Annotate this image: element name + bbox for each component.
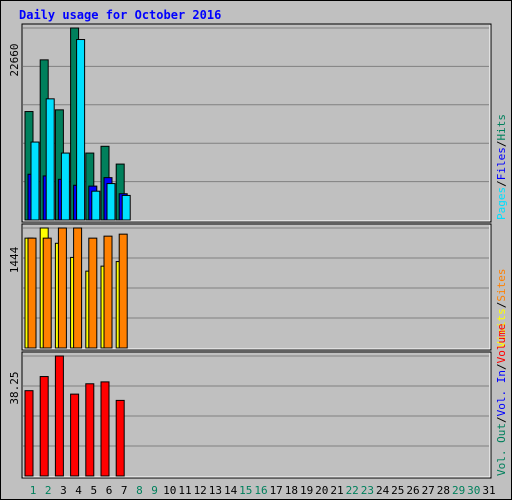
x-tick-label-day-12: 12 (194, 484, 207, 497)
legend-separator: / (495, 141, 508, 148)
x-tick-label-day-19: 19 (300, 484, 313, 497)
x-tick-label-day-27: 27 (422, 484, 435, 497)
bar-pages-day-6 (106, 183, 116, 221)
panel-frame (21, 23, 492, 223)
bar-sites-day-6 (103, 235, 113, 349)
x-tick-label-day-30: 30 (467, 484, 480, 497)
x-tick-label-day-1: 1 (30, 484, 37, 497)
x-tick-label-day-4: 4 (75, 484, 82, 497)
x-tick-label-day-8: 8 (136, 484, 143, 497)
bar-sites-day-3 (57, 227, 67, 349)
bar-volume-day-1 (24, 390, 34, 477)
x-tick-label-day-26: 26 (406, 484, 419, 497)
chart-title: Daily usage for October 2016 (19, 8, 221, 22)
legend-visits-sites: Visits/Sites (495, 269, 508, 349)
x-tick-label-day-13: 13 (209, 484, 222, 497)
legend-item-files: Files (495, 147, 508, 180)
x-tick-label-day-24: 24 (376, 484, 390, 497)
bar-pages-day-1 (30, 141, 40, 221)
x-tick-label-day-22: 22 (346, 484, 359, 497)
x-tick-label-day-15: 15 (239, 484, 252, 497)
bar-sites-day-1 (27, 237, 37, 349)
x-tick-label-day-25: 25 (391, 484, 404, 497)
x-tick-label-day-23: 23 (361, 484, 374, 497)
legend-item-hits: Hits (495, 114, 508, 141)
legend-volume: Vol. Out/Vol. In/Volume (495, 324, 508, 476)
x-tick-label-day-10: 10 (163, 484, 176, 497)
x-axis-labels: 1 2 3 4 5 6 7 8 9 10 11 12 13 14 15 16 17 18 19 20 21 22 23 24 2… (30, 484, 496, 497)
bar-sites-day-4 (73, 227, 83, 349)
bar-pages-day-2 (45, 98, 55, 221)
x-tick-label-day-2: 2 (45, 484, 52, 497)
legend-item-sites: Sites (495, 269, 508, 302)
x-tick-label-day-9: 9 (151, 484, 158, 497)
x-tick-label-day-21: 21 (330, 484, 343, 497)
panel-visits-sites: 1444 Visits/Sites (8, 223, 508, 351)
legend-separator: / (495, 416, 508, 423)
bar-pages-day-3 (60, 152, 70, 221)
bar-pages-day-4 (76, 39, 86, 221)
bar-volume-day-4 (70, 393, 80, 477)
x-tick-label-day-29: 29 (452, 484, 465, 497)
bar-volume-day-6 (100, 381, 110, 477)
x-tick-label-day-16: 16 (254, 484, 267, 497)
bar-volume-day-7 (115, 399, 125, 477)
x-tick-label-day-3: 3 (60, 484, 67, 497)
y-max-label: 22660 (8, 43, 21, 76)
bar-pages-day-5 (91, 190, 101, 221)
legend-separator: / (495, 180, 508, 187)
panel-frame (21, 351, 492, 479)
x-tick-label-day-11: 11 (178, 484, 191, 497)
legend-item-visits: Visits (495, 308, 508, 348)
legend-item-pages: Pages (495, 187, 508, 220)
legend-hits-files-pages: Pages/Files/Hits (495, 114, 508, 220)
x-tick-label-day-20: 20 (315, 484, 328, 497)
x-tick-label-day-28: 28 (437, 484, 450, 497)
bar-sites-day-2 (42, 237, 52, 349)
x-tick-label-day-14: 14 (224, 484, 238, 497)
panel-frame (21, 223, 492, 351)
x-tick-label-day-17: 17 (270, 484, 283, 497)
bar-sites-day-5 (88, 237, 98, 349)
legend-separator: / (495, 363, 508, 370)
x-tick-label-day-5: 5 (90, 484, 97, 497)
bar-volume-day-5 (85, 383, 95, 477)
legend-item-volume: Volume (495, 324, 508, 364)
bar-volume-day-3 (54, 355, 64, 477)
y-max-label: 38.25 (8, 371, 21, 404)
legend-item-vol-out: Vol. Out (495, 423, 508, 476)
chart-panels: 22660Pages/Files/Hits1444Visits/Sites38.… (8, 23, 508, 479)
bar-pages-day-7 (121, 194, 131, 221)
y-max-label: 1444 (8, 246, 21, 273)
x-tick-label-day-31: 31 (482, 484, 495, 497)
x-tick-label-day-18: 18 (285, 484, 298, 497)
bar-volume-day-2 (39, 376, 49, 477)
legend-item-vol-in: Vol. In (495, 370, 508, 416)
legend-separator: / (495, 302, 508, 309)
x-tick-label-day-7: 7 (121, 484, 128, 497)
bar-sites-day-7 (118, 233, 128, 349)
x-tick-label-day-6: 6 (106, 484, 113, 497)
